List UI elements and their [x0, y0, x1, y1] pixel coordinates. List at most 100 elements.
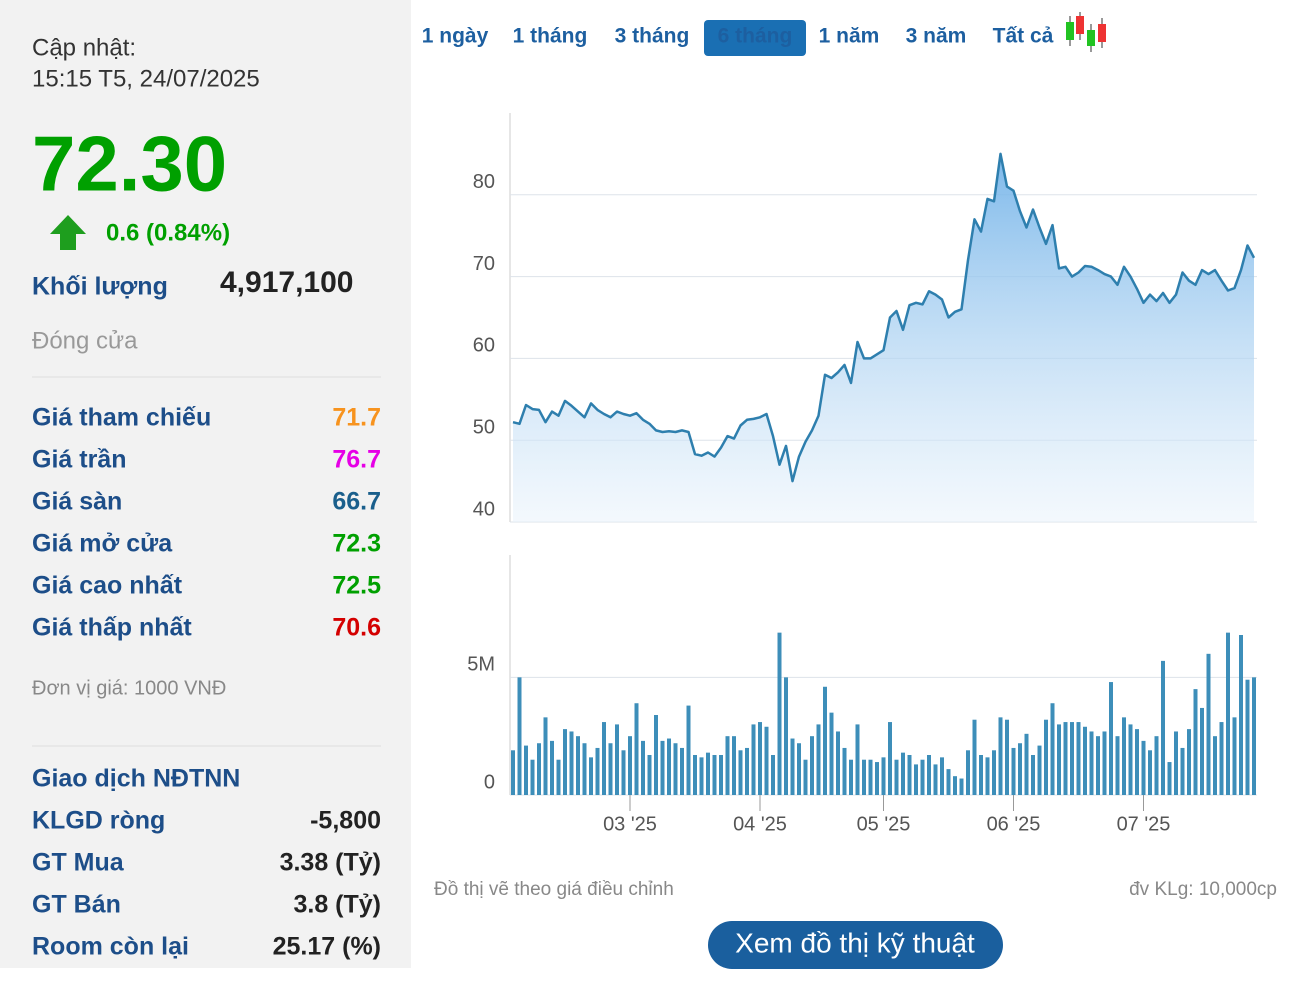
- foreign-label: KLGD ròng: [32, 807, 165, 835]
- volume-bar: [797, 743, 801, 795]
- volume-bar: [764, 726, 769, 795]
- volume-bar: [680, 747, 684, 795]
- volume-bar: [862, 759, 866, 795]
- candle-icon[interactable]: [1066, 12, 1106, 52]
- volume-bar: [1031, 755, 1035, 795]
- volume-bar: [582, 743, 587, 795]
- y-tick-label: 50: [473, 416, 495, 438]
- x-tick-label: 07 '25: [1117, 813, 1171, 835]
- unit-note: Đơn vị giá: 1000 VNĐ: [32, 677, 226, 699]
- volume-bar: [1245, 679, 1250, 795]
- tab-label[interactable]: 3 năm: [906, 25, 967, 48]
- volume-bar: [1174, 731, 1178, 795]
- volume-bar: [1180, 747, 1185, 795]
- button-bg[interactable]: [708, 921, 1003, 969]
- price-change: 0.6 (0.84%): [106, 219, 230, 246]
- price-label: Giá cao nhất: [32, 572, 183, 600]
- volume-bar: [972, 719, 977, 795]
- volume-bar: [621, 750, 626, 795]
- x-tick-label: 06 '25: [987, 813, 1041, 835]
- tab[interactable]: 1 ngày: [422, 25, 489, 48]
- volume-bar: [829, 712, 834, 795]
- price-value: 76.7: [332, 446, 381, 474]
- price-label: Giá trần: [32, 446, 126, 474]
- volume-bar: [979, 755, 983, 795]
- x-tick-label: 04 '25: [733, 813, 787, 835]
- volume-bar: [810, 736, 814, 795]
- foreign-value: -5,800: [310, 807, 381, 835]
- tab-label[interactable]: 1 năm: [819, 25, 880, 48]
- volume-bar: [803, 759, 808, 795]
- volume-bar: [699, 757, 704, 795]
- foreign-label: Room còn lại: [32, 933, 189, 961]
- tab[interactable]: 3 năm: [906, 25, 967, 48]
- volume-bar: [855, 724, 860, 795]
- price-area: [513, 153, 1254, 522]
- volume-bar: [933, 764, 938, 795]
- volume-bar: [1200, 707, 1204, 795]
- volume-bar: [823, 686, 827, 795]
- volume-bar: [1239, 635, 1243, 795]
- volume-bar: [615, 724, 619, 795]
- volume-bar: [881, 757, 886, 795]
- volume-bar: [907, 755, 912, 795]
- foreign-label: GT Mua: [32, 849, 125, 877]
- volume-bar: [1161, 660, 1165, 795]
- volume-bar: [1135, 729, 1139, 795]
- tab[interactable]: 3 tháng: [615, 25, 690, 48]
- tab-active-bg: [704, 20, 806, 56]
- tab-label[interactable]: 1 ngày: [422, 25, 489, 48]
- volume-bar: [1141, 740, 1146, 795]
- volume-bar: [537, 743, 541, 795]
- price: 72.30: [32, 120, 227, 208]
- volume-bar: [712, 755, 717, 795]
- volume-bar: [732, 736, 736, 795]
- volume-bar: [641, 740, 645, 795]
- tab-label[interactable]: 6 tháng: [718, 25, 793, 48]
- tech-chart-button[interactable]: Xem đồ thị kỹ thuật: [708, 921, 1003, 969]
- volume-bar: [1070, 722, 1074, 795]
- y-tick-label: 70: [473, 253, 495, 275]
- y-tick-label: 40: [473, 498, 495, 520]
- volume-bar: [1193, 689, 1198, 795]
- volume-bar: [1252, 677, 1256, 795]
- volume-bar: [1122, 717, 1126, 795]
- y-tick-label: 5M: [467, 654, 495, 676]
- tab-label[interactable]: 3 tháng: [615, 25, 690, 48]
- price-line: [512, 152, 1256, 483]
- volume-bar: [1005, 719, 1009, 795]
- volume-bar: [1076, 722, 1081, 795]
- foreign-label: GT Bán: [32, 891, 121, 919]
- price-label: Giá mở cửa: [32, 530, 173, 558]
- up-arrow: [50, 215, 86, 250]
- volume-bar: [608, 743, 613, 795]
- volume-bar: [738, 750, 743, 795]
- volume-bar: [660, 740, 665, 795]
- volume-bar: [647, 755, 652, 795]
- tab[interactable]: 1 tháng: [513, 25, 588, 48]
- tab[interactable]: Tất cả: [993, 25, 1054, 48]
- volume-bar: [1083, 726, 1087, 795]
- tab[interactable]: 6 tháng: [704, 20, 806, 56]
- volume-note: đv KLg: 10,000cp: [1129, 879, 1277, 900]
- button-label[interactable]: Xem đồ thị kỹ thuật: [735, 927, 975, 958]
- volume-bar: [914, 764, 918, 795]
- volume-bar: [706, 752, 710, 795]
- tab[interactable]: 1 năm: [819, 25, 880, 48]
- volume-bar: [1115, 736, 1120, 795]
- volume-bar: [998, 717, 1003, 795]
- volume-bar: [524, 745, 528, 795]
- tab-label[interactable]: Tất cả: [993, 25, 1054, 48]
- volume-bar: [595, 747, 600, 795]
- volume-bar: [985, 757, 990, 795]
- volume-bar: [719, 755, 723, 795]
- volume-bar: [849, 759, 853, 795]
- volume-bar: [1037, 745, 1042, 795]
- volume-bar: [543, 717, 548, 795]
- volume-bar: [940, 757, 944, 795]
- tab-label[interactable]: 1 tháng: [513, 25, 588, 48]
- y-tick-label: 60: [473, 335, 495, 357]
- update-time: 15:15 T5, 24/07/2025: [32, 65, 260, 92]
- volume-bar: [1102, 731, 1107, 795]
